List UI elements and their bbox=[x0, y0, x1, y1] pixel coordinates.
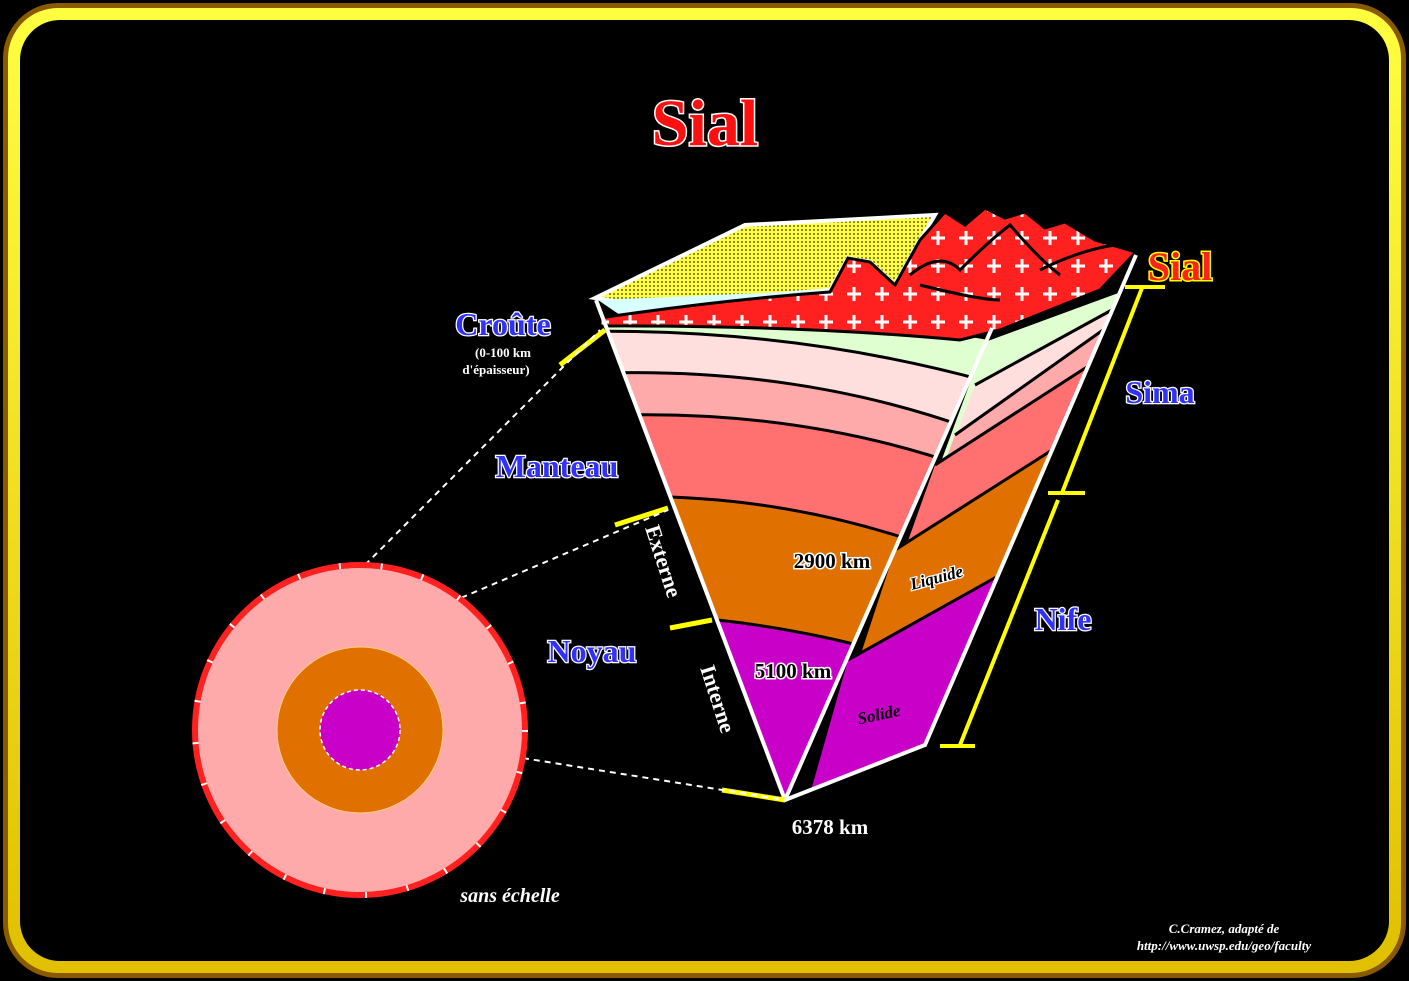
layer-boundaries-right bbox=[847, 298, 1131, 662]
label-scale-note: sans échelle bbox=[459, 885, 560, 907]
label-manteau: Manteau bbox=[496, 448, 619, 484]
earth-cross-section bbox=[192, 562, 528, 898]
label-croute: Croûte bbox=[455, 306, 550, 342]
label-sima: Sima bbox=[1125, 374, 1194, 410]
label-sial: Sial bbox=[1148, 244, 1212, 289]
cone-edges bbox=[594, 254, 1138, 803]
mountain-ridges bbox=[909, 222, 1116, 302]
label-croute-note-2: d'épaisseur) bbox=[462, 362, 529, 377]
crust-ticks bbox=[192, 562, 528, 898]
label-depth-5100: 5100 km bbox=[755, 659, 832, 683]
label-nife: Nife bbox=[1035, 601, 1092, 637]
credit-line-2: http://www.uwsp.edu/geo/faculty bbox=[1137, 938, 1312, 953]
page-title: Sial bbox=[652, 87, 758, 160]
crust-surface bbox=[588, 206, 1139, 342]
depth-brackets bbox=[940, 285, 1165, 748]
label-croute-note-1: (0-100 km bbox=[475, 345, 531, 360]
inner-core-disc bbox=[319, 689, 401, 771]
credit-line-1: C.Cramez, adapté de bbox=[1169, 921, 1280, 936]
sial-continental-crust bbox=[598, 206, 1139, 342]
label-depth-6378: 6378 km bbox=[792, 815, 869, 839]
label-noyau: Noyau bbox=[548, 633, 637, 669]
label-depth-2900: 2900 km bbox=[794, 549, 871, 573]
